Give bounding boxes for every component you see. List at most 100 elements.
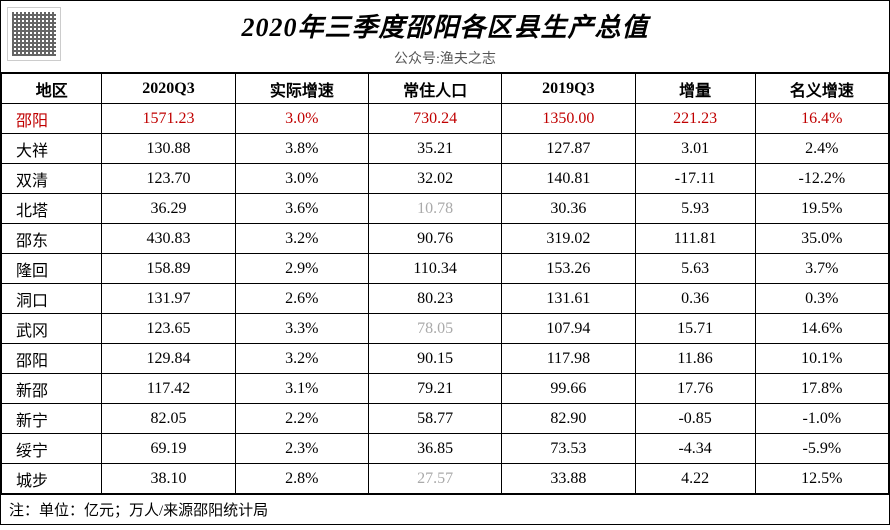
cell-region: 新邵: [2, 374, 102, 404]
cell-population: 110.34: [368, 254, 501, 284]
cell-q3-2020: 123.65: [102, 314, 235, 344]
page-title: 2020年三季度邵阳各区县生产总值: [1, 7, 889, 44]
cell-nominal-growth: -12.2%: [755, 164, 888, 194]
cell-population: 27.57: [368, 464, 501, 494]
table-row: 城步38.102.8%27.5733.884.2212.5%: [2, 464, 889, 494]
cell-region: 武冈: [2, 314, 102, 344]
cell-q3-2019: 33.88: [502, 464, 635, 494]
cell-population: 90.76: [368, 224, 501, 254]
cell-q3-2020: 36.29: [102, 194, 235, 224]
cell-nominal-growth: -1.0%: [755, 404, 888, 434]
gdp-table: 地区2020Q3实际增速常住人口2019Q3增量名义增速 邵阳1571.233.…: [1, 73, 889, 494]
cell-real-growth: 3.2%: [235, 344, 368, 374]
cell-real-growth: 2.8%: [235, 464, 368, 494]
cell-population: 80.23: [368, 284, 501, 314]
cell-population: 78.05: [368, 314, 501, 344]
table-row: 新宁82.052.2%58.7782.90-0.85-1.0%: [2, 404, 889, 434]
cell-real-growth: 2.9%: [235, 254, 368, 284]
col-header: 地区: [2, 74, 102, 104]
table-row: 北塔36.293.6%10.7830.365.9319.5%: [2, 194, 889, 224]
table-row: 武冈123.653.3%78.05107.9415.7114.6%: [2, 314, 889, 344]
table-row: 双清123.703.0%32.02140.81-17.11-12.2%: [2, 164, 889, 194]
cell-region: 城步: [2, 464, 102, 494]
cell-increment: -0.85: [635, 404, 755, 434]
cell-nominal-growth: 12.5%: [755, 464, 888, 494]
cell-increment: 15.71: [635, 314, 755, 344]
cell-real-growth: 2.6%: [235, 284, 368, 314]
cell-real-growth: 2.2%: [235, 404, 368, 434]
cell-q3-2019: 82.90: [502, 404, 635, 434]
cell-population: 58.77: [368, 404, 501, 434]
cell-increment: 5.63: [635, 254, 755, 284]
cell-q3-2020: 430.83: [102, 224, 235, 254]
cell-increment: 0.36: [635, 284, 755, 314]
cell-region: 双清: [2, 164, 102, 194]
cell-real-growth: 3.8%: [235, 134, 368, 164]
cell-population: 32.02: [368, 164, 501, 194]
cell-q3-2019: 117.98: [502, 344, 635, 374]
table-row: 隆回158.892.9%110.34153.265.633.7%: [2, 254, 889, 284]
cell-increment: 5.93: [635, 194, 755, 224]
cell-region: 绥宁: [2, 434, 102, 464]
cell-population: 36.85: [368, 434, 501, 464]
cell-q3-2019: 1350.00: [502, 104, 635, 134]
col-header: 实际增速: [235, 74, 368, 104]
cell-q3-2019: 107.94: [502, 314, 635, 344]
cell-region: 洞口: [2, 284, 102, 314]
cell-nominal-growth: 14.6%: [755, 314, 888, 344]
cell-nominal-growth: 19.5%: [755, 194, 888, 224]
cell-region: 大祥: [2, 134, 102, 164]
cell-q3-2020: 123.70: [102, 164, 235, 194]
col-header: 名义增速: [755, 74, 888, 104]
cell-q3-2019: 319.02: [502, 224, 635, 254]
table-row: 绥宁69.192.3%36.8573.53-4.34-5.9%: [2, 434, 889, 464]
table-header-row: 地区2020Q3实际增速常住人口2019Q3增量名义增速: [2, 74, 889, 104]
table-container: 2020年三季度邵阳各区县生产总值 公众号:渔夫之志 地区2020Q3实际增速常…: [0, 0, 890, 525]
cell-region: 隆回: [2, 254, 102, 284]
cell-q3-2020: 69.19: [102, 434, 235, 464]
col-header: 2019Q3: [502, 74, 635, 104]
cell-q3-2019: 30.36: [502, 194, 635, 224]
col-header: 增量: [635, 74, 755, 104]
table-row: 邵阳1571.233.0%730.241350.00221.2316.4%: [2, 104, 889, 134]
cell-q3-2019: 99.66: [502, 374, 635, 404]
cell-population: 10.78: [368, 194, 501, 224]
table-row: 新邵117.423.1%79.2199.6617.7617.8%: [2, 374, 889, 404]
col-header: 常住人口: [368, 74, 501, 104]
cell-q3-2020: 82.05: [102, 404, 235, 434]
cell-q3-2019: 127.87: [502, 134, 635, 164]
cell-q3-2020: 1571.23: [102, 104, 235, 134]
cell-q3-2020: 130.88: [102, 134, 235, 164]
cell-nominal-growth: 10.1%: [755, 344, 888, 374]
cell-population: 90.15: [368, 344, 501, 374]
cell-q3-2019: 153.26: [502, 254, 635, 284]
cell-nominal-growth: 0.3%: [755, 284, 888, 314]
cell-q3-2020: 117.42: [102, 374, 235, 404]
cell-q3-2019: 131.61: [502, 284, 635, 314]
qr-code-icon: [7, 7, 61, 61]
cell-region: 邵东: [2, 224, 102, 254]
table-row: 邵东430.833.2%90.76319.02111.8135.0%: [2, 224, 889, 254]
cell-population: 79.21: [368, 374, 501, 404]
cell-q3-2019: 140.81: [502, 164, 635, 194]
cell-real-growth: 3.1%: [235, 374, 368, 404]
cell-q3-2020: 129.84: [102, 344, 235, 374]
cell-region: 邵阳: [2, 104, 102, 134]
cell-region: 邵阳: [2, 344, 102, 374]
cell-q3-2019: 73.53: [502, 434, 635, 464]
cell-increment: 17.76: [635, 374, 755, 404]
cell-population: 35.21: [368, 134, 501, 164]
cell-increment: -17.11: [635, 164, 755, 194]
cell-q3-2020: 158.89: [102, 254, 235, 284]
cell-increment: -4.34: [635, 434, 755, 464]
footer-note: 注：单位：亿元；万人/来源邵阳统计局: [1, 494, 889, 524]
cell-nominal-growth: 17.8%: [755, 374, 888, 404]
cell-population: 730.24: [368, 104, 501, 134]
cell-nominal-growth: -5.9%: [755, 434, 888, 464]
cell-nominal-growth: 16.4%: [755, 104, 888, 134]
table-row: 洞口131.972.6%80.23131.610.360.3%: [2, 284, 889, 314]
cell-increment: 221.23: [635, 104, 755, 134]
cell-increment: 111.81: [635, 224, 755, 254]
cell-real-growth: 3.2%: [235, 224, 368, 254]
cell-q3-2020: 131.97: [102, 284, 235, 314]
